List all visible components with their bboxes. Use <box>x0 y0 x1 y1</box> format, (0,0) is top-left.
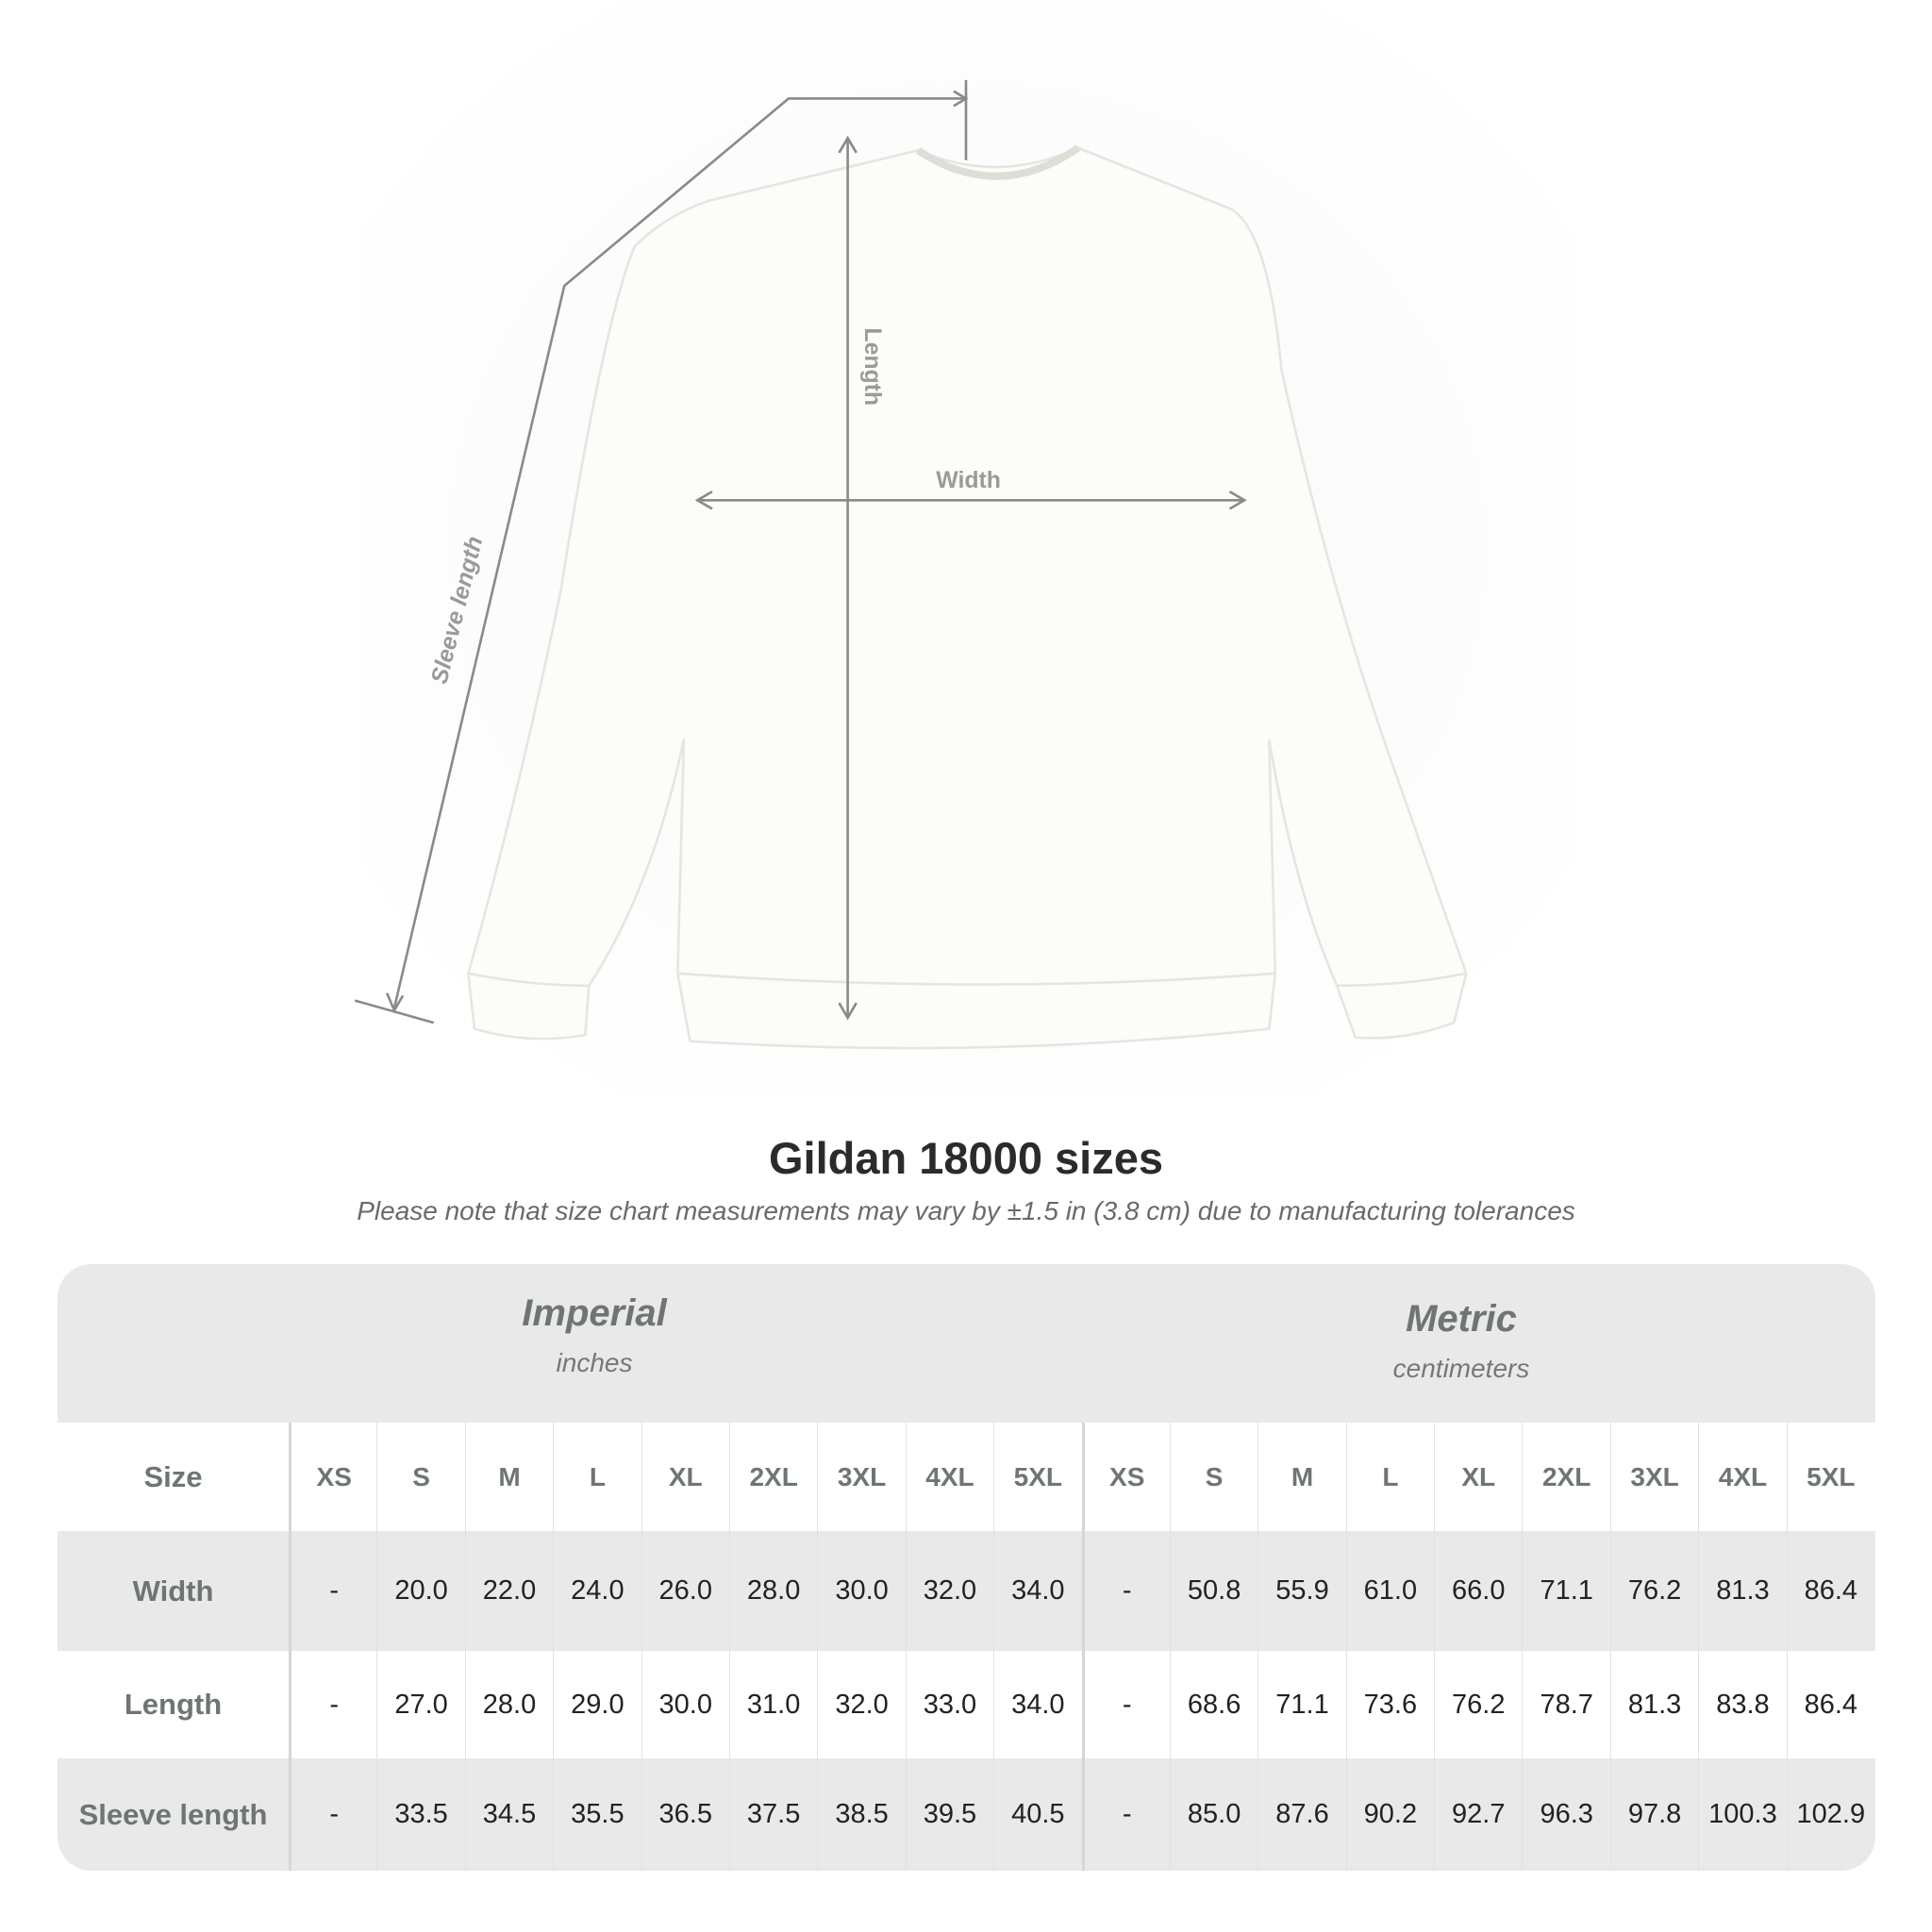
size-header-cell: S <box>1169 1423 1257 1531</box>
size-table: Imperial inches Metric centimeters Size … <box>58 1264 1875 1871</box>
size-header-cell: XL <box>641 1423 729 1531</box>
value-cell: 81.3 <box>1609 1651 1698 1758</box>
value-cell: 87.6 <box>1257 1758 1345 1871</box>
value-cell: 96.3 <box>1522 1758 1609 1871</box>
sweatshirt-image <box>466 144 1468 1050</box>
imperial-title: Imperial <box>522 1292 667 1334</box>
metric-unit: centimeters <box>1392 1354 1530 1383</box>
value-cell: 24.0 <box>553 1531 641 1651</box>
value-cell: 61.0 <box>1345 1531 1434 1651</box>
width-label: Width <box>936 468 1001 493</box>
value-cell: 26.0 <box>641 1531 729 1651</box>
value-cell: 71.1 <box>1257 1651 1345 1758</box>
value-cell: 71.1 <box>1522 1531 1609 1651</box>
tolerance-note: Please note that size chart measurements… <box>357 1196 1575 1225</box>
value-cell: 30.0 <box>641 1651 729 1758</box>
value-cell: 50.8 <box>1169 1531 1257 1651</box>
value-cell: 28.0 <box>464 1651 553 1758</box>
value-cell: 32.0 <box>905 1531 993 1651</box>
size-header-cell: S <box>376 1423 464 1531</box>
value-cell: 31.0 <box>728 1651 817 1758</box>
sweatshirt-diagram: Length Width Sleeve length <box>354 0 1577 1097</box>
value-cell: 40.5 <box>993 1758 1081 1871</box>
value-cell: 37.5 <box>728 1758 817 1871</box>
size-header-cell: XS <box>1081 1423 1170 1531</box>
value-cell: 27.0 <box>376 1651 464 1758</box>
value-cell: 29.0 <box>553 1651 641 1758</box>
size-header-cell: M <box>1257 1423 1345 1531</box>
size-header-cell: L <box>553 1423 641 1531</box>
value-cell: 97.8 <box>1609 1758 1698 1871</box>
size-header-cell: 2XL <box>1522 1423 1609 1531</box>
value-cell: 73.6 <box>1345 1651 1434 1758</box>
value-cell: - <box>289 1531 376 1651</box>
value-cell: 102.9 <box>1786 1758 1874 1871</box>
length-label: Length <box>859 327 885 406</box>
value-cell: 33.5 <box>376 1758 464 1871</box>
size-header-cell: 4XL <box>1698 1423 1786 1531</box>
value-cell: 32.0 <box>817 1651 905 1758</box>
value-cell: 39.5 <box>905 1758 993 1871</box>
size-header-cell: 4XL <box>905 1423 993 1531</box>
row-label: Length <box>124 1688 223 1721</box>
row-label: Width <box>132 1574 214 1607</box>
table-row: Sleeve length -33.5 34.5 35.5 36.5 37.5 38.5 39… <box>58 1758 1875 1871</box>
value-cell: 83.8 <box>1698 1651 1786 1758</box>
size-header-cell: XL <box>1434 1423 1522 1531</box>
value-cell: 35.5 <box>553 1758 641 1871</box>
size-header-cell: 5XL <box>993 1423 1081 1531</box>
value-cell: 85.0 <box>1169 1758 1257 1871</box>
value-cell: 38.5 <box>817 1758 905 1871</box>
size-header-cell: 5XL <box>1786 1423 1874 1531</box>
size-row: Size XS S M L XL 2XL 3XL 4XL 5XL XS S M L XL 2XL 3XL 4XL… <box>58 1423 1875 1531</box>
value-cell: 22.0 <box>464 1531 553 1651</box>
value-cell: 34.0 <box>993 1531 1081 1651</box>
value-cell: - <box>289 1758 376 1871</box>
value-cell: 66.0 <box>1434 1531 1522 1651</box>
size-header-cell: 3XL <box>817 1423 905 1531</box>
value-cell: 28.0 <box>728 1531 817 1651</box>
size-header-cell: M <box>464 1423 553 1531</box>
size-header-cell: 3XL <box>1609 1423 1698 1531</box>
value-cell: 90.2 <box>1345 1758 1434 1871</box>
value-cell: 55.9 <box>1257 1531 1345 1651</box>
size-header-cell: L <box>1345 1423 1434 1531</box>
value-cell: 76.2 <box>1434 1651 1522 1758</box>
value-cell: 33.0 <box>905 1651 993 1758</box>
value-cell: 30.0 <box>817 1531 905 1651</box>
value-cell: 86.4 <box>1786 1651 1874 1758</box>
imperial-header: Imperial inches <box>264 1292 924 1378</box>
metric-title: Metric <box>1406 1298 1517 1340</box>
page-title: Gildan 18000 sizes <box>768 1133 1164 1183</box>
value-cell: 92.7 <box>1434 1758 1522 1871</box>
row-band <box>58 1758 1875 1871</box>
metric-header: Metric centimeters <box>1131 1298 1791 1384</box>
value-cell: - <box>1081 1531 1170 1651</box>
value-cell: 34.0 <box>993 1651 1081 1758</box>
measurement-lines <box>354 79 1247 1024</box>
value-cell: 68.6 <box>1169 1651 1257 1758</box>
imperial-unit: inches <box>556 1348 633 1377</box>
value-cell: 20.0 <box>376 1531 464 1651</box>
row-label: Sleeve length <box>78 1797 268 1831</box>
value-cell: 36.5 <box>641 1758 729 1871</box>
value-cell: 78.7 <box>1522 1651 1609 1758</box>
value-cell: 34.5 <box>464 1758 553 1871</box>
value-cell: - <box>1081 1651 1170 1758</box>
value-cell: - <box>289 1651 376 1758</box>
table-row: Width -20.0 22.0 24.0 26.0 28.0 30.0 32.0 34.0-5… <box>58 1531 1875 1651</box>
size-header-cell: XS <box>289 1423 376 1531</box>
value-cell: 81.3 <box>1698 1531 1786 1651</box>
table-row: Length -27.0 28.0 29.0 30.0 31.0 32.0 33.0 34.0-… <box>58 1651 1875 1758</box>
row-band <box>58 1531 1875 1651</box>
value-cell: - <box>1081 1758 1170 1871</box>
value-cell: 76.2 <box>1609 1531 1698 1651</box>
value-cell: 86.4 <box>1786 1531 1874 1651</box>
header-band <box>58 1264 1875 1423</box>
size-label: Size <box>143 1459 203 1493</box>
value-cell: 100.3 <box>1698 1758 1786 1871</box>
size-header-cell: 2XL <box>728 1423 817 1531</box>
